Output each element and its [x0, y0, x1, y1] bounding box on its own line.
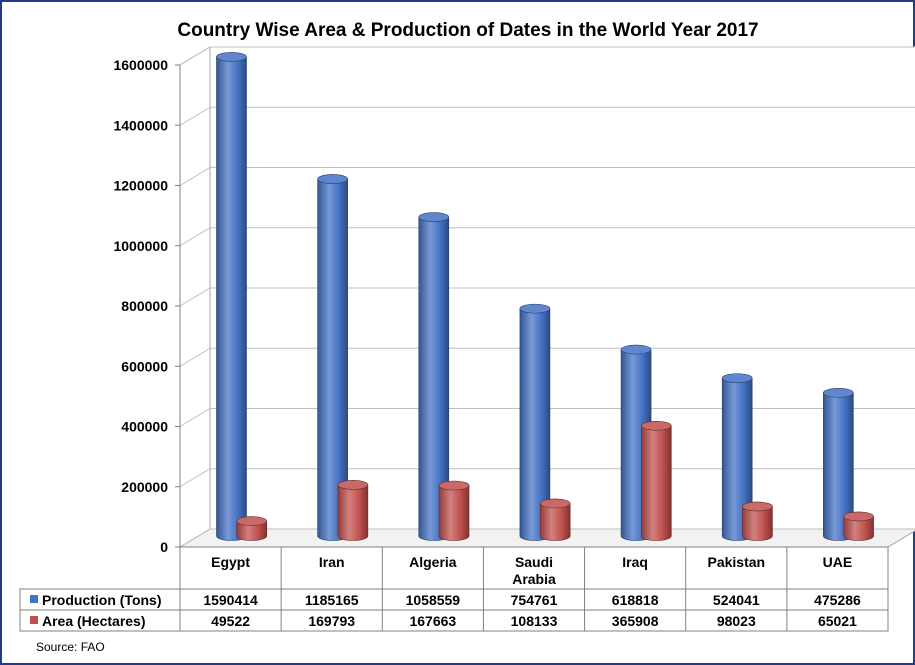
x-category-label: Algeria [409, 554, 457, 570]
bar-body [216, 56, 247, 541]
bar-area [539, 498, 571, 541]
bar-production [519, 303, 551, 541]
bar-production [317, 174, 348, 541]
bar-top [418, 212, 450, 222]
bar-area [640, 420, 672, 541]
bar-top [519, 303, 551, 314]
x-category-label: Arabia [512, 571, 556, 587]
gridline [179, 528, 915, 548]
data-table-value: 1185165 [305, 592, 359, 608]
legend-label: Area (Hectares) [42, 613, 146, 629]
bar-top [216, 52, 247, 62]
bar-top [843, 511, 874, 522]
gridline [179, 347, 915, 367]
y-tick-label: 1000000 [113, 238, 168, 254]
x-category-label: UAE [823, 554, 853, 570]
bar-area [236, 516, 268, 541]
data-table-value: 49522 [211, 613, 250, 629]
y-tick-label: 400000 [121, 419, 168, 435]
y-tick-label: 200000 [121, 479, 168, 495]
bar-body [438, 485, 470, 541]
data-table-value: 167663 [409, 613, 456, 629]
bar-top [337, 480, 369, 490]
table-header-row [179, 546, 889, 590]
bar-top [539, 498, 571, 509]
x-category-label: Saudi [515, 554, 553, 570]
legend-label: Production (Tons) [42, 592, 162, 608]
bar-production [216, 52, 247, 541]
plot-area: 0 200000 400000 600000 800000 1000000 1200000 1… [19, 46, 915, 632]
data-table-value: 754761 [511, 592, 558, 608]
bar-body [337, 484, 369, 541]
data-table-value: 65021 [818, 613, 857, 629]
bar-body [640, 425, 672, 541]
x-category-label: Pakistan [707, 554, 765, 570]
x-category-label: Egypt [211, 554, 250, 570]
x-category-label: Iraq [622, 554, 648, 570]
chart-title: Country Wise Area & Production of Dates … [177, 20, 758, 41]
bar-area [337, 480, 369, 541]
bar-top [438, 480, 470, 491]
data-table-value: 169793 [308, 613, 355, 629]
gridline [179, 287, 915, 307]
bar-top [823, 388, 854, 398]
y-tick-label: 800000 [121, 298, 168, 314]
data-table-value: 108133 [511, 613, 558, 629]
gridline [179, 408, 915, 427]
bar-area [843, 511, 874, 541]
bar-body [539, 503, 571, 541]
data-table-value: 1590414 [203, 592, 258, 608]
bar-body [843, 516, 874, 541]
bar-body [742, 506, 773, 541]
bar-top [721, 373, 753, 383]
bar-top [640, 420, 672, 431]
gridline [179, 106, 915, 126]
y-tick-label: 600000 [121, 358, 168, 374]
bar-area [742, 501, 773, 541]
bar-top [236, 516, 268, 526]
y-tick-label: 1400000 [113, 117, 168, 133]
gridline [179, 227, 915, 247]
gridline [179, 167, 915, 186]
gridline [179, 468, 915, 488]
legend-key [30, 616, 38, 624]
data-table-value: 618818 [612, 592, 659, 608]
data-table-value: 1058559 [406, 592, 461, 608]
gridline [179, 46, 915, 66]
bar-top [620, 344, 652, 355]
bar-body [236, 520, 268, 541]
bar-top [742, 501, 773, 512]
x-category-label: Iran [319, 554, 345, 570]
bar-top [317, 174, 348, 184]
bar-production [823, 388, 854, 541]
data-table-value: 524041 [713, 592, 760, 608]
data-table-value: 475286 [814, 592, 861, 608]
y-tick-label: 1600000 [113, 57, 168, 73]
data-table-value: 365908 [612, 613, 659, 629]
data-table-value: 98023 [717, 613, 756, 629]
source-note: Source: FAO [36, 640, 105, 654]
legend-key [30, 595, 38, 603]
bar-area [438, 480, 470, 541]
y-tick-label: 1200000 [113, 178, 168, 194]
y-tick-label: 0 [160, 539, 168, 555]
